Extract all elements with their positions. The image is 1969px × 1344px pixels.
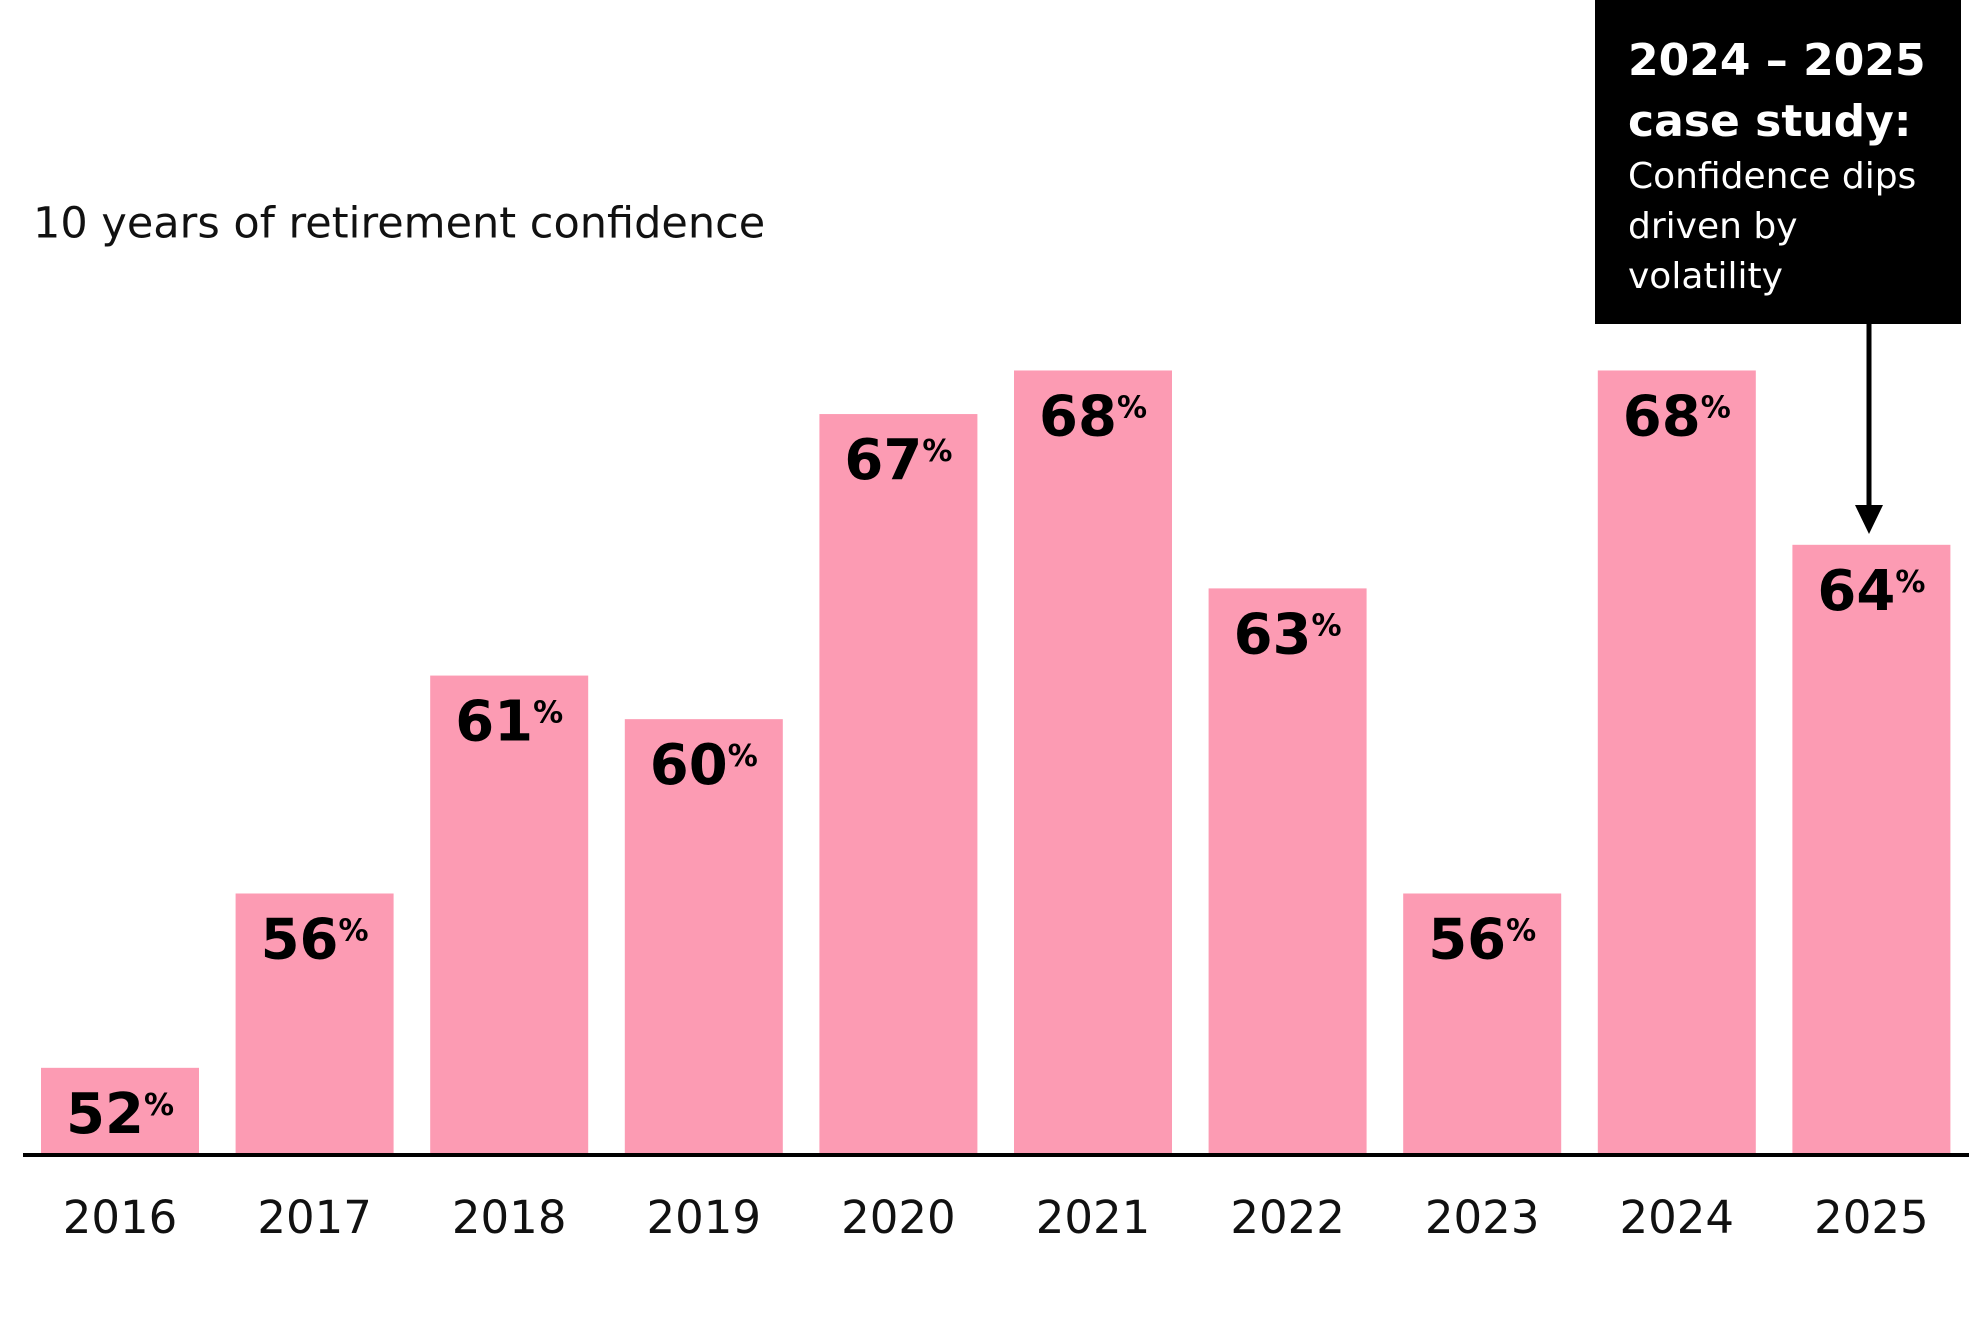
bar bbox=[1014, 370, 1172, 1156]
x-tick-label: 2019 bbox=[647, 1191, 762, 1244]
chart-title: 10 years of retirement confidence bbox=[33, 199, 765, 249]
bar bbox=[41, 1067, 199, 1155]
value-label: 64% bbox=[1817, 559, 1925, 624]
value-label: 52% bbox=[66, 1082, 174, 1147]
x-tick-label: 2017 bbox=[257, 1191, 372, 1244]
x-tick-label: 2021 bbox=[1036, 1191, 1151, 1244]
value-label: 61% bbox=[455, 690, 563, 755]
value-label: 63% bbox=[1234, 603, 1342, 668]
x-tick-label: 2016 bbox=[63, 1191, 178, 1244]
bar bbox=[1792, 544, 1951, 1155]
x-tick-label: 2022 bbox=[1230, 1191, 1345, 1244]
value-label: 68% bbox=[1623, 385, 1731, 450]
bar bbox=[819, 414, 978, 1155]
value-label: 68% bbox=[1039, 385, 1147, 450]
annotation-title: 2024 – 2025 case study: bbox=[1628, 35, 1926, 147]
bar bbox=[235, 893, 394, 1155]
value-label: 56% bbox=[261, 908, 369, 973]
bar bbox=[1208, 588, 1367, 1155]
x-tick-label: 2020 bbox=[841, 1191, 956, 1244]
value-label: 56% bbox=[1428, 908, 1536, 973]
annotation-box: 2024 – 2025 case study: Confidence dips … bbox=[1595, 0, 1961, 324]
value-label: 60% bbox=[650, 733, 758, 798]
x-tick-label: 2024 bbox=[1620, 1191, 1735, 1244]
bar bbox=[430, 675, 589, 1155]
x-tick-label: 2025 bbox=[1814, 1191, 1929, 1244]
arrow-head bbox=[1855, 505, 1883, 534]
bar bbox=[1403, 893, 1562, 1155]
value-label: 67% bbox=[844, 428, 952, 493]
x-tick-label: 2023 bbox=[1425, 1191, 1540, 1244]
annotation-text: Confidence dips driven by volatility bbox=[1628, 156, 1917, 297]
x-tick-label: 2018 bbox=[452, 1191, 567, 1244]
bar bbox=[624, 719, 783, 1155]
bar bbox=[1597, 370, 1756, 1156]
